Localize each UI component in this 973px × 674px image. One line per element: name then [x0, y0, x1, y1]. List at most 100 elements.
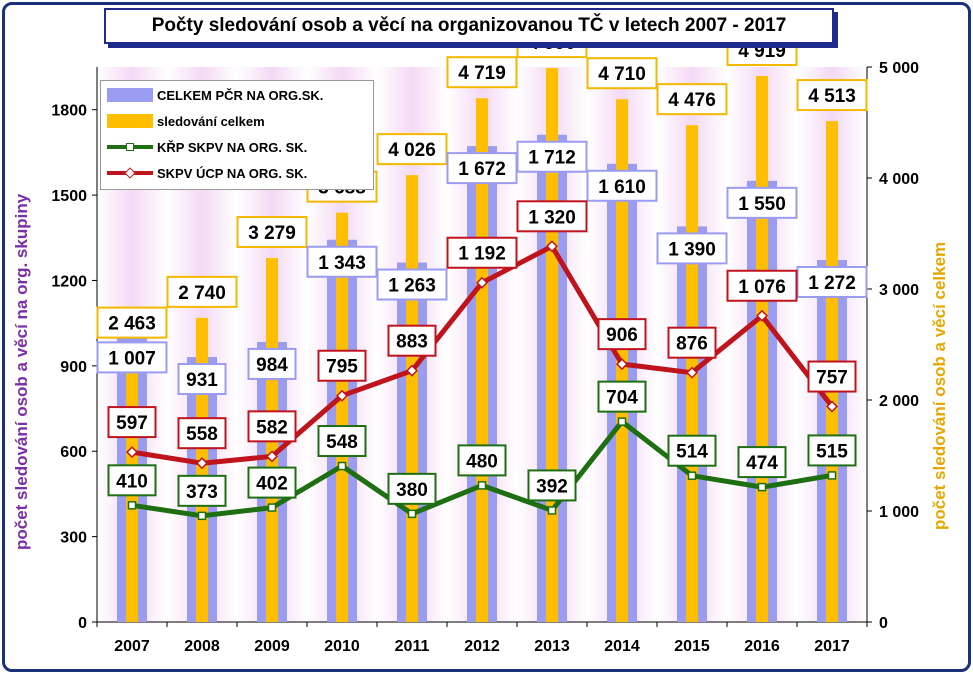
data-label-skpv-2013: 1 320	[528, 207, 576, 228]
marker-krp-2008	[197, 511, 207, 521]
data-label-celkem-pcr-2014-box	[586, 169, 658, 202]
legend-item-sledovani: sledování celkem	[107, 110, 265, 132]
x-tick-label: 2016	[744, 638, 780, 655]
data-label-sledovani-2015-box	[656, 83, 728, 116]
data-label-celkem-pcr-2015-box	[656, 232, 728, 265]
data-label-sledovani-2014-box	[586, 57, 658, 90]
data-label-skpv-2016-box	[726, 269, 798, 302]
data-label-celkem-pcr-2015: 1 390	[668, 239, 716, 260]
left-tick-label: 0	[78, 615, 87, 632]
data-label-sledovani-2014: 4 710	[598, 64, 646, 85]
legend-item-celkem-pcr: CELKEM PČR NA ORG.SK.	[107, 84, 323, 106]
data-label-celkem-pcr-2009: 984	[256, 355, 288, 376]
x-tick-label: 2015	[674, 638, 710, 655]
data-label-skpv-2013-box	[516, 200, 588, 233]
data-label-celkem-pcr-2010: 1 343	[318, 253, 366, 274]
data-label-krp-2016: 474	[746, 453, 778, 474]
data-label-krp-2010: 548	[326, 432, 358, 453]
data-label-krp-2014: 704	[606, 388, 638, 409]
bar-sledovani-2011	[406, 175, 418, 622]
data-label-krp-2017-box	[807, 434, 857, 467]
marker-krp-2014	[617, 417, 627, 426]
data-label-celkem-pcr-2016-box	[726, 186, 798, 219]
data-label-krp-2016-box	[737, 446, 787, 479]
data-label-celkem-pcr-2012: 1 672	[458, 159, 506, 180]
left-tick-label: 600	[60, 444, 87, 461]
data-label-celkem-pcr-2014: 1 610	[598, 177, 646, 198]
data-label-celkem-pcr-2011-box	[376, 268, 448, 301]
data-label-celkem-pcr-2009-box	[247, 347, 297, 380]
data-label-sledovani-2011: 4 026	[388, 140, 436, 161]
data-label-celkem-pcr-2007: 1 007	[108, 348, 156, 369]
data-label-skpv-2012: 1 192	[458, 244, 506, 265]
right-axis-title: počet sledování osob a věcí celkem	[930, 241, 949, 530]
data-label-krp-2012: 480	[466, 451, 498, 472]
marker-skpv-2009	[265, 450, 279, 463]
marker-skpv-2015	[685, 366, 699, 379]
data-label-krp-2011-box	[387, 472, 437, 505]
data-label-skpv-2011-box	[387, 324, 437, 357]
x-tick-label: 2009	[254, 638, 290, 655]
x-tick-label: 2014	[604, 638, 640, 655]
marker-skpv-2007	[125, 446, 139, 459]
marker-krp-2015	[687, 471, 697, 480]
data-label-skpv-2015-box	[667, 326, 717, 359]
data-label-sledovani-2012-box	[446, 56, 518, 89]
marker-krp-2012	[477, 481, 487, 490]
legend-swatch-skpv	[107, 166, 153, 180]
marker-skpv-2016	[755, 309, 769, 322]
data-label-sledovani-2012: 4 719	[458, 63, 506, 84]
marker-skpv-2010	[335, 389, 349, 402]
legend-item-krp: KŘP SKPV NA ORG. SK.	[107, 136, 307, 158]
data-label-krp-2008: 373	[186, 482, 218, 503]
data-label-celkem-pcr-2016: 1 550	[738, 194, 786, 215]
legend-label-celkem-pcr: CELKEM PČR NA ORG.SK.	[157, 87, 324, 103]
data-label-sledovani-2017-box	[796, 79, 868, 112]
legend-item-skpv: SKPV ÚCP NA ORG. SK.	[107, 162, 307, 184]
right-tick-label: 5 000	[879, 60, 919, 77]
marker-skpv-2012	[475, 276, 489, 289]
marker-krp-2013	[547, 506, 557, 515]
marker-krp-2017	[827, 471, 837, 480]
data-label-krp-2017: 515	[816, 441, 848, 462]
x-tick-label: 2012	[464, 638, 500, 655]
marker-krp-2016	[757, 482, 767, 492]
legend-swatch-sledovani	[107, 114, 153, 128]
left-tick-label: 1200	[51, 273, 87, 290]
data-label-sledovani-2017: 4 513	[808, 86, 856, 107]
x-tick-label: 2007	[114, 638, 150, 655]
data-label-skpv-2007-box	[107, 406, 157, 439]
data-label-skpv-2012-box	[446, 236, 518, 269]
data-label-celkem-pcr-2013: 1 712	[528, 148, 576, 169]
legend-swatch-celkem-pcr	[107, 88, 153, 102]
x-tick-label: 2011	[395, 638, 430, 655]
data-label-sledovani-2016: 4 919	[738, 41, 786, 62]
chart-title-box: Počty sledování osob a věcí na organizov…	[104, 8, 834, 44]
data-label-skpv-2011: 883	[396, 332, 428, 353]
marker-krp-2007	[127, 501, 137, 510]
data-label-krp-2009: 402	[256, 474, 288, 495]
bar-sledovani-2012	[476, 98, 488, 623]
x-tick-label: 2017	[814, 638, 850, 655]
right-tick-label: 1 000	[879, 504, 919, 521]
data-label-celkem-pcr-2008-box	[177, 363, 227, 396]
data-label-krp-2014-box	[597, 380, 647, 413]
bar-sledovani-2010	[336, 212, 348, 622]
marker-skpv-2014	[615, 358, 629, 371]
data-label-celkem-pcr-2013-box	[516, 140, 588, 173]
legend-label-krp: KŘP SKPV NA ORG. SK.	[157, 139, 308, 155]
legend-label-skpv: SKPV ÚCP NA ORG. SK.	[157, 165, 308, 181]
data-label-skpv-2017-box	[807, 360, 857, 393]
data-label-skpv-2007: 597	[116, 413, 148, 434]
marker-skpv-2013	[545, 240, 559, 253]
data-label-sledovani-2008: 2 740	[178, 283, 226, 304]
data-label-krp-2008-box	[177, 474, 227, 507]
data-label-sledovani-2015: 4 476	[668, 90, 716, 111]
data-label-skpv-2010: 795	[326, 357, 358, 378]
data-label-skpv-2015: 876	[676, 334, 708, 355]
data-label-sledovani-2007: 2 463	[108, 314, 156, 335]
data-label-skpv-2009: 582	[256, 417, 288, 438]
data-label-celkem-pcr-2017: 1 272	[808, 273, 856, 294]
bar-sledovani-2016	[756, 75, 768, 623]
data-label-skpv-2008: 558	[186, 424, 218, 445]
